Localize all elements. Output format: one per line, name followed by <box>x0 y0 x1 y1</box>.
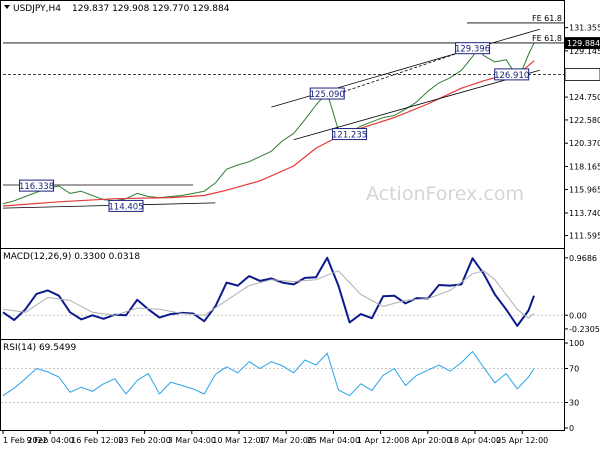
macd-series-line-1 <box>2 270 535 319</box>
price-callout-box <box>494 68 530 81</box>
x-tick-label: 25 Apr 12:00 <box>496 436 548 445</box>
y-tick-label: 113.740 <box>569 209 600 218</box>
x-tick-label: 18 Apr 04:00 <box>449 436 501 445</box>
y-tick-label: 30 <box>569 399 579 408</box>
rsi-series-line-0 <box>2 351 535 397</box>
price-callout-box <box>455 42 491 55</box>
y-tick-label: -0.2305 <box>569 325 600 334</box>
y-tick-label: 122.580 <box>569 116 600 125</box>
grid-layer <box>1 314 564 403</box>
series-layer <box>2 42 535 397</box>
symbol-label: USDJPY,H4 <box>13 4 61 14</box>
price-callout-label: 116.338 <box>19 182 54 192</box>
y-tick-label: 0.00 <box>569 311 587 320</box>
x-tick-label: 9 Feb 04:00 <box>26 436 73 445</box>
x-tick-label: 25 Mar 04:00 <box>307 436 360 445</box>
x-tick-label: 10 Mar 12:00 <box>212 436 265 445</box>
fe-label: FE 61.8 <box>532 14 562 23</box>
y-tick-label: 70 <box>569 365 579 374</box>
x-tick-label: 3 Mar 04:00 <box>168 436 216 445</box>
x-tick-label: 1 Apr 12:00 <box>357 436 404 445</box>
overlay-layer: 116.338 114.405 125.090 121.235 129.396 126.9… <box>2 14 564 212</box>
rsi-panel-frame <box>0 339 565 431</box>
x-tick-label: 23 Feb 20:00 <box>118 436 170 445</box>
price-callout-label: 121.235 <box>332 131 367 141</box>
current-price-label: 129.884 <box>567 39 600 48</box>
x-tick-label: 8 Apr 20:00 <box>404 436 451 445</box>
x-tick-label: 16 Feb 12:00 <box>71 436 123 445</box>
y-tick-label: 131.355 <box>569 24 600 33</box>
fe-label: FE 61.8 <box>532 34 562 43</box>
y-tick-label: 0 <box>569 424 574 433</box>
price-callout-box <box>332 128 368 141</box>
price-callout-label: 129.396 <box>455 45 490 55</box>
macd-title: MACD(12,26,9) 0.3300 0.0318 <box>3 252 140 262</box>
price-callout-label: 114.405 <box>108 202 143 212</box>
y-tick-label: 115.965 <box>569 186 600 195</box>
y-tick-label: 129.145 <box>569 47 600 56</box>
price-series-line-1 <box>2 60 535 207</box>
macd-panel-frame <box>0 248 565 340</box>
price-callout-box <box>108 199 144 212</box>
ohlc-values: 129.837 129.908 129.770 129.884 <box>72 4 230 14</box>
y-tick-label: 111.595 <box>569 232 600 241</box>
watermark: ActionForex.com <box>366 183 524 205</box>
trendline <box>338 47 473 94</box>
chart-header: USDJPY,H4 129.837 129.908 129.770 129.88… <box>4 4 230 14</box>
price-panel-frame <box>0 0 565 249</box>
dropdown-triangle-icon[interactable] <box>4 5 10 9</box>
price-callout-label: 126.910 <box>494 71 529 81</box>
price-callout-label: 125.090 <box>310 90 345 100</box>
y-tick-label: 118.165 <box>569 162 600 171</box>
level-price-tag <box>564 67 600 81</box>
rsi-title: RSI(14) 69.5499 <box>3 343 76 353</box>
price-series-line-0 <box>2 42 535 205</box>
macd-series-line-0 <box>2 256 535 327</box>
y-tick-label: 100 <box>569 339 584 348</box>
axis-layer: 131.355 129.145 126.910 124.750 122.580 120.3… <box>2 24 600 445</box>
x-tick-label: 17 Mar 20:00 <box>259 436 312 445</box>
x-tick-label: 1 Feb 2022 <box>3 436 48 445</box>
price-callout-box <box>309 87 345 100</box>
y-tick-label: 124.750 <box>569 93 600 102</box>
y-tick-label: 0.9686 <box>569 254 597 263</box>
current-price-tag <box>565 37 600 50</box>
price-callout-box <box>19 179 55 192</box>
y-tick-label: 120.370 <box>569 139 600 148</box>
